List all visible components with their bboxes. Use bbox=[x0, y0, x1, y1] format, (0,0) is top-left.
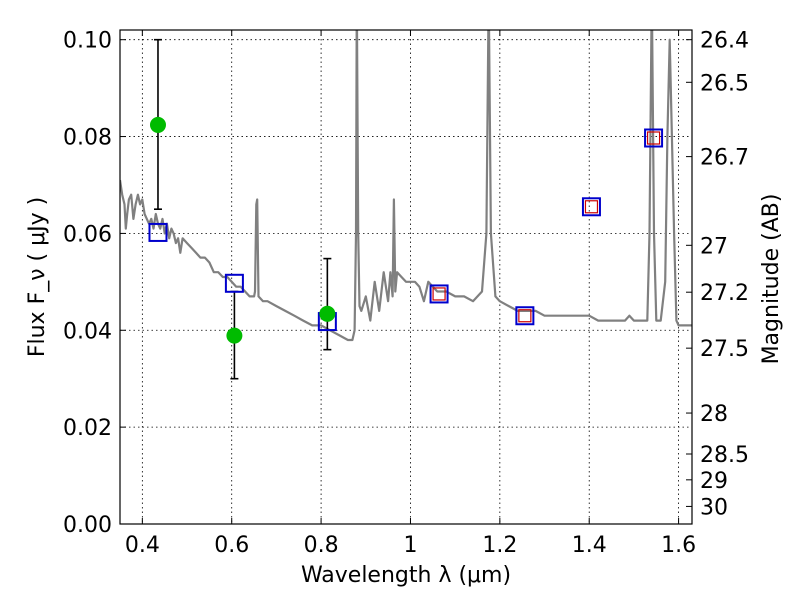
magnitude-tick-label: 26.5 bbox=[700, 71, 749, 96]
magnitude-tick-label: 26.4 bbox=[700, 29, 749, 54]
error-bars bbox=[153, 38, 332, 380]
x-axis-title: Wavelength λ (μm) bbox=[301, 563, 511, 588]
x-tick-label: 1.4 bbox=[572, 533, 607, 558]
magnitude-tick-label: 28 bbox=[700, 402, 728, 427]
y-tick-label: 0.06 bbox=[63, 222, 112, 247]
y-tick-label: 0.10 bbox=[63, 29, 112, 54]
x-tick-label: 1 bbox=[403, 533, 417, 558]
y-tick-label: 0.04 bbox=[63, 319, 112, 344]
x-tick-label: 0.8 bbox=[304, 533, 339, 558]
model-photometry-square bbox=[429, 284, 449, 304]
y-axis-title: Flux F_ν ( μJy ) bbox=[25, 197, 50, 357]
magnitude-tick-label: 30 bbox=[700, 495, 728, 520]
sed-model-line bbox=[120, 30, 692, 342]
plot-frame bbox=[119, 29, 693, 525]
sed-model-curve bbox=[120, 30, 692, 342]
magnitude-tick-label: 27 bbox=[700, 234, 728, 259]
model-photometry-square bbox=[515, 306, 535, 326]
grid-lines bbox=[120, 30, 692, 524]
axis-ticks bbox=[120, 30, 692, 525]
x-tick-label: 0.4 bbox=[125, 533, 160, 558]
model-photometry-square bbox=[581, 197, 601, 217]
x-tick-label: 1.2 bbox=[482, 533, 517, 558]
magnitude-tick-label: 28.5 bbox=[700, 443, 749, 468]
model-photometry-square bbox=[224, 273, 244, 293]
inner-square-marker bbox=[518, 309, 532, 323]
y2-axis-title: Magnitude (AB) bbox=[759, 194, 784, 365]
y-tick-label: 0.08 bbox=[63, 126, 112, 151]
observed-photometry-point bbox=[319, 305, 336, 322]
y-tick-labels: 0.00 0.02 0.04 0.06 0.08 0.10 bbox=[63, 29, 112, 538]
y-tick-label: 0.00 bbox=[63, 513, 112, 538]
magnitude-tick-label: 27.5 bbox=[700, 337, 749, 362]
x-tick-labels: 0.4 0.6 0.8 1 1.2 1.4 1.6 bbox=[125, 533, 696, 558]
observed-photometry-point bbox=[149, 116, 166, 133]
magnitude-tick-label: 26.7 bbox=[700, 146, 749, 171]
inner-square-marker bbox=[432, 287, 446, 301]
inner-square-marker bbox=[646, 131, 661, 145]
photometry-markers bbox=[148, 116, 664, 344]
model-photometry-square bbox=[148, 222, 168, 242]
observed-photometry-point bbox=[226, 327, 243, 344]
x-tick-label: 1.6 bbox=[661, 533, 696, 558]
y-tick-label: 0.02 bbox=[63, 416, 112, 441]
magnitude-tick-label: 27.2 bbox=[700, 281, 749, 306]
inner-square-marker bbox=[584, 200, 599, 214]
magnitude-tick-label: 29 bbox=[700, 469, 728, 494]
x-tick-label: 0.6 bbox=[214, 533, 249, 558]
model-photometry-square bbox=[644, 128, 664, 148]
